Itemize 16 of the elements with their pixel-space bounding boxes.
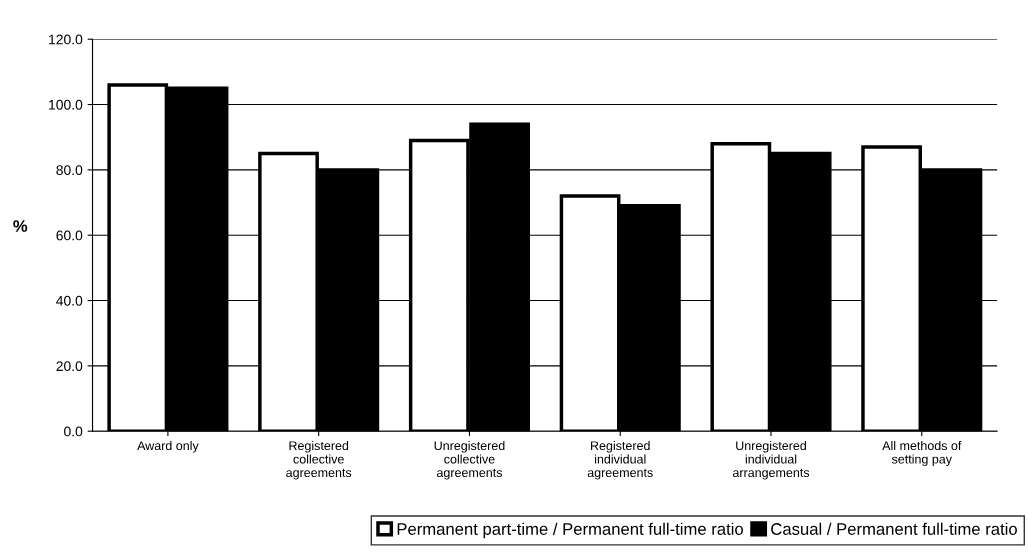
x-tick-label: All methods of setting pay (882, 440, 962, 467)
y-tick-label: 0.0 (64, 426, 83, 437)
y-tick-label: 80.0 (56, 165, 83, 176)
y-axis-title: % (13, 220, 28, 232)
y-tick-label: 120.0 (49, 34, 83, 45)
x-tick-label: Registered collective agreements (286, 440, 352, 480)
legend-label: Permanent part-time / Permanent full-time ratio (397, 522, 743, 539)
x-tick-label: Unregistered individual arrangements (732, 440, 810, 480)
y-tick-label: 60.0 (56, 230, 83, 241)
x-tick-label: Award only (137, 440, 199, 453)
y-tick-label: 40.0 (56, 295, 83, 306)
x-tick-label: Unregistered collective agreements (434, 440, 505, 480)
x-tick-label: Registered individual agreements (587, 440, 653, 480)
y-tick-label: 20.0 (56, 361, 83, 372)
y-tick-label: 100.0 (49, 99, 83, 110)
legend-label: Casual / Permanent full-time ratio (771, 522, 1017, 535)
